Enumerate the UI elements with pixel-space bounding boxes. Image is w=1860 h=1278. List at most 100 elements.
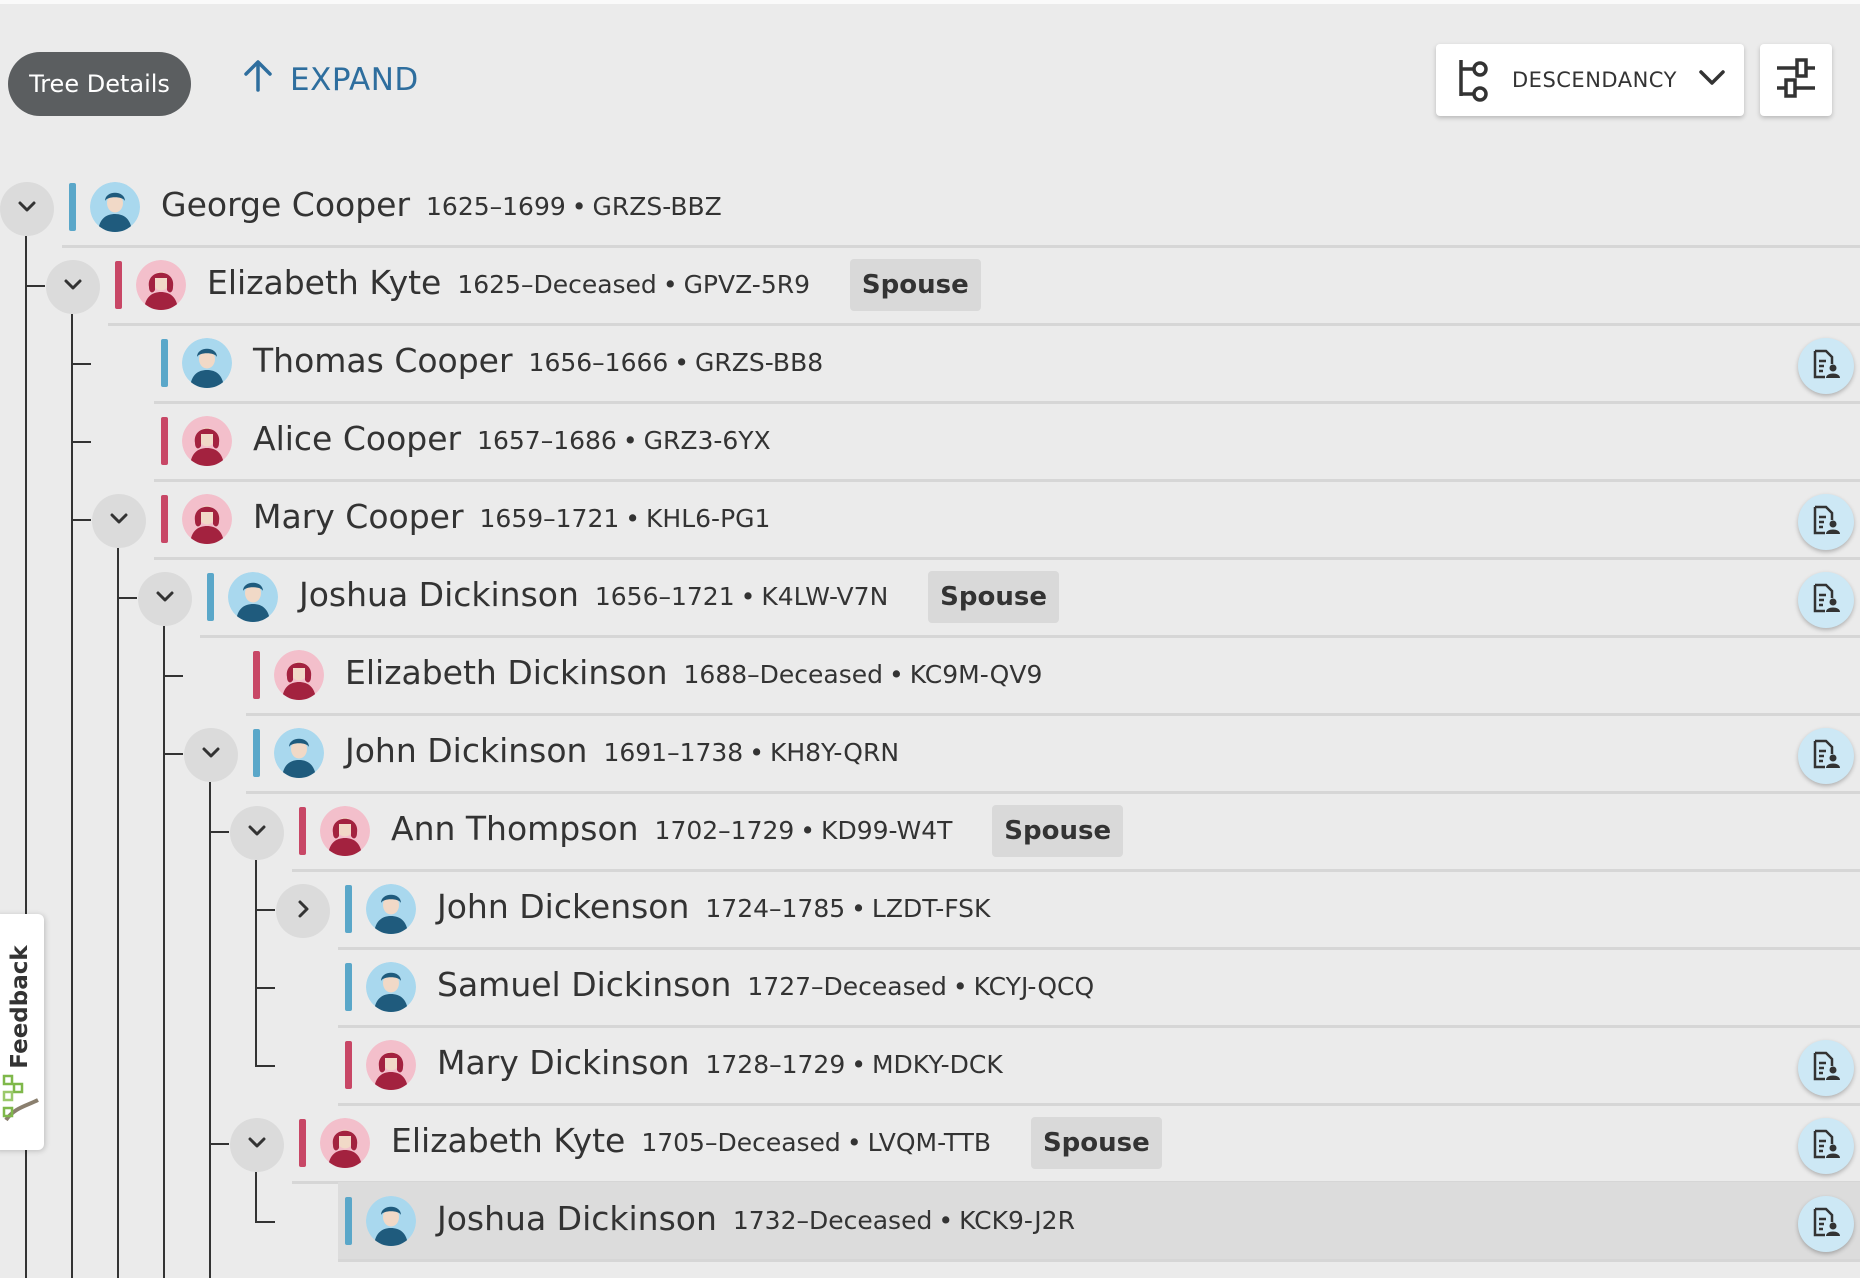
female-avatar-icon[interactable] <box>182 416 232 466</box>
settings-button[interactable] <box>1760 44 1832 116</box>
male-avatar-icon[interactable] <box>274 728 324 778</box>
male-avatar-icon[interactable] <box>90 182 140 232</box>
person-name[interactable]: Alice Cooper <box>253 419 462 458</box>
sex-indicator <box>161 495 168 543</box>
tree-row[interactable]: Joshua Dickinson 1656–1721 • K4LW-V7N Spouse <box>0 558 1860 638</box>
record-hint-button[interactable] <box>1798 572 1854 628</box>
tree-row[interactable]: John Dickinson 1691–1738 • KH8Y-QRN <box>0 714 1860 794</box>
lifespan: 1727–Deceased <box>747 972 947 1001</box>
collapse-toggle[interactable] <box>0 182 54 236</box>
male-avatar-icon[interactable] <box>366 1196 416 1246</box>
tree-row[interactable]: Joshua Dickinson 1732–Deceased • KCK9-J2R <box>0 1182 1860 1262</box>
tree-connector-line <box>209 1143 229 1145</box>
lifespan: 1688–Deceased <box>683 660 884 689</box>
tree-row[interactable]: Elizabeth Kyte 1705–Deceased • LVQM-TTB Spou… <box>0 1104 1860 1184</box>
male-avatar-icon[interactable] <box>366 884 416 934</box>
separator-dot: • <box>571 192 587 221</box>
person-name[interactable]: Ann Thompson <box>391 809 639 848</box>
person-name[interactable]: John Dickinson <box>345 731 588 770</box>
person-name[interactable]: Joshua Dickinson <box>299 575 579 614</box>
person-meta: 1625–Deceased • GPVZ-5R9 <box>457 270 810 299</box>
person-id: KH8Y-QRN <box>769 738 900 767</box>
tree-row[interactable]: John Dickenson 1724–1785 • LZDT-FSK <box>0 870 1860 950</box>
sex-indicator <box>161 339 168 387</box>
record-hint-button[interactable] <box>1798 1118 1854 1174</box>
person-name[interactable]: Elizabeth Dickinson <box>345 653 668 692</box>
row-divider <box>154 401 1860 404</box>
spouse-badge: Spouse <box>928 571 1059 623</box>
record-hint-button[interactable] <box>1798 1040 1854 1096</box>
collapse-toggle[interactable] <box>230 1118 284 1172</box>
person-name[interactable]: Elizabeth Kyte <box>207 263 442 302</box>
view-mode-select[interactable]: DESCENDANCY <box>1436 44 1744 116</box>
descendancy-icon <box>1456 58 1492 108</box>
tree-connector-line <box>71 519 91 521</box>
chevron-down-icon <box>154 586 176 612</box>
male-avatar-icon[interactable] <box>228 572 278 622</box>
tree-details-button[interactable]: Tree Details <box>8 52 191 116</box>
separator-dot: • <box>938 1206 954 1235</box>
row-divider <box>200 635 1860 638</box>
tree-row[interactable]: Mary Cooper 1659–1721 • KHL6-PG1 <box>0 480 1860 560</box>
spouse-badge: Spouse <box>849 259 981 311</box>
lifespan: 1625–1699 <box>426 192 566 221</box>
female-avatar-icon[interactable] <box>320 806 370 856</box>
chevron-down-icon <box>1698 68 1726 92</box>
male-avatar-icon[interactable] <box>182 338 232 388</box>
person-name[interactable]: Mary Dickinson <box>437 1043 690 1082</box>
top-border <box>0 0 1860 4</box>
tree-row[interactable]: Samuel Dickinson 1727–Deceased • KCYJ-QCQ <box>0 948 1860 1028</box>
male-avatar-icon[interactable] <box>366 962 416 1012</box>
record-hint-button[interactable] <box>1798 728 1854 784</box>
female-avatar-icon[interactable] <box>274 650 324 700</box>
person-id: GPVZ-5R9 <box>683 270 811 299</box>
collapse-toggle[interactable] <box>92 494 146 548</box>
tree-row[interactable]: Ann Thompson 1702–1729 • KD99-W4T Spouse <box>0 792 1860 872</box>
person-name[interactable]: George Cooper <box>161 185 411 224</box>
tree-row[interactable]: George Cooper 1625–1699 • GRZS-BBZ <box>0 168 1860 248</box>
record-hint-button[interactable] <box>1798 494 1854 550</box>
view-mode-label: DESCENDANCY <box>1512 68 1677 92</box>
collapse-toggle[interactable] <box>138 572 192 626</box>
record-hint-button[interactable] <box>1798 1196 1854 1252</box>
female-avatar-icon[interactable] <box>136 260 186 310</box>
feedback-tab[interactable]: Feedback <box>0 914 44 1150</box>
person-id: K4LW-V7N <box>761 582 889 611</box>
person-id: GRZS-BB8 <box>695 348 824 377</box>
tree-connector-line <box>255 1172 257 1221</box>
tree-row[interactable]: Thomas Cooper 1656–1666 • GRZS-BB8 <box>0 324 1860 404</box>
person-id: KHL6-PG1 <box>646 504 771 533</box>
expand-button[interactable]: EXPAND <box>240 56 419 104</box>
expand-toggle[interactable] <box>276 884 330 938</box>
record-hint-button[interactable] <box>1798 338 1854 394</box>
tree-row[interactable]: Elizabeth Dickinson 1688–Deceased • KC9M-QV… <box>0 636 1860 716</box>
sex-indicator <box>299 1119 306 1167</box>
tree-row[interactable]: Mary Dickinson 1728–1729 • MDKY-DCK <box>0 1026 1860 1106</box>
collapse-toggle[interactable] <box>184 728 238 782</box>
person-name[interactable]: Mary Cooper <box>253 497 464 536</box>
person-meta: 1705–Deceased • LVQM-TTB <box>641 1128 991 1157</box>
person-name[interactable]: Elizabeth Kyte <box>391 1121 626 1160</box>
person-name[interactable]: Samuel Dickinson <box>437 965 732 1004</box>
separator-dot: • <box>740 582 756 611</box>
collapse-toggle[interactable] <box>46 260 100 314</box>
female-avatar-icon[interactable] <box>182 494 232 544</box>
chevron-down-icon <box>246 1132 268 1158</box>
record-person-icon <box>1811 739 1841 773</box>
person-name[interactable]: John Dickenson <box>437 887 690 926</box>
lifespan: 1656–1666 <box>528 348 669 377</box>
female-avatar-icon[interactable] <box>366 1040 416 1090</box>
person-name[interactable]: Thomas Cooper <box>253 341 513 380</box>
chevron-down-icon <box>62 274 84 300</box>
tree-row[interactable]: Elizabeth Kyte 1625–Deceased • GPVZ-5R9 Spou… <box>0 246 1860 326</box>
tree-connector-line <box>25 236 27 1278</box>
person-name[interactable]: Joshua Dickinson <box>437 1199 717 1238</box>
row-divider <box>292 869 1860 872</box>
collapse-toggle[interactable] <box>230 806 284 860</box>
separator-dot: • <box>851 1050 866 1079</box>
female-avatar-icon[interactable] <box>320 1118 370 1168</box>
person-id: KD99-W4T <box>821 816 953 845</box>
sex-indicator <box>115 261 122 309</box>
tree-row[interactable]: Alice Cooper 1657–1686 • GRZ3-6YX <box>0 402 1860 482</box>
separator-dot: • <box>889 660 904 689</box>
